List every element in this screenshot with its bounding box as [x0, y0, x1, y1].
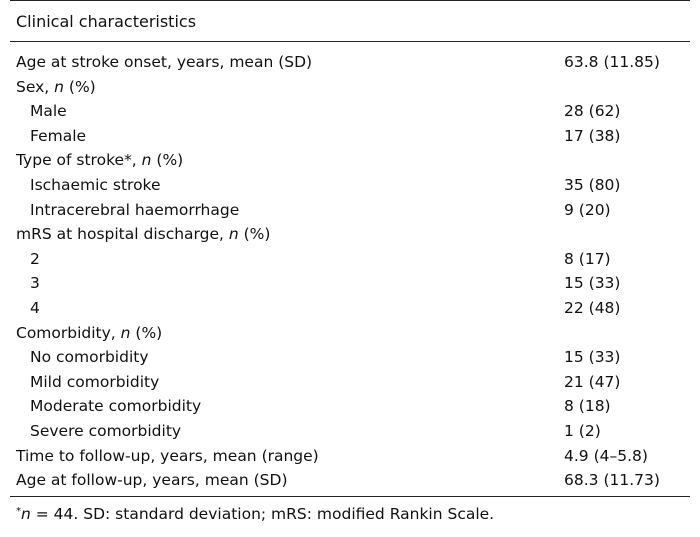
row-value: 22 (48) [564, 298, 621, 317]
row-value: 28 (62) [564, 102, 621, 121]
footnote-text: n = 44. SD: standard deviation; mRS: mod… [21, 505, 495, 523]
row-label: 2 [30, 249, 40, 268]
table-row: Sex, n (%) [10, 75, 690, 100]
row-value: 8 (18) [564, 397, 611, 416]
row-label: Ischaemic stroke [30, 175, 161, 194]
table-row: Type of stroke*, n (%) [10, 148, 690, 173]
row-value: 63.8 (11.85) [564, 53, 660, 71]
row-label: Female [30, 126, 87, 145]
row-value: 15 (33) [564, 348, 621, 367]
table-row: Ischaemic stroke 35 (80) [10, 173, 690, 198]
table-row: 2 8 (17) [10, 247, 690, 272]
bottom-rule [10, 495, 690, 497]
row-value: 68.3 (11.73) [564, 471, 660, 490]
table-header: Clinical characteristics [16, 11, 197, 31]
top-rule [10, 0, 690, 1]
row-label: 4 [30, 298, 40, 317]
table-row: Male 28 (62) [10, 99, 690, 124]
table-row: mRS at hospital discharge, n (%) [10, 222, 690, 247]
table-row: No comorbidity 15 (33) [10, 345, 690, 370]
row-label: No comorbidity [30, 348, 149, 367]
row-label: Moderate comorbidity [30, 397, 202, 416]
footnote-marker: * [16, 506, 21, 517]
table-footnote: *n = 44. SD: standard deviation; mRS: mo… [16, 505, 494, 523]
header-rule [10, 41, 690, 42]
row-label: Male [30, 102, 67, 121]
table-row: Time to follow-up, years, mean (range) 4.… [10, 444, 690, 469]
row-label: Mild comorbidity [30, 372, 160, 391]
row-value: 21 (47) [564, 372, 621, 391]
table-row: Moderate comorbidity 8 (18) [10, 394, 690, 419]
table-row: Age at stroke onset, years, mean (SD) 63.… [10, 50, 690, 75]
table-row: 4 22 (48) [10, 296, 690, 321]
table-row: Severe comorbidity 1 (2) [10, 419, 690, 444]
row-label: Age at stroke onset, years, mean (SD) [16, 53, 313, 71]
table-row: Intracerebral haemorrhage 9 (20) [10, 198, 690, 223]
row-value: 9 (20) [564, 200, 611, 219]
row-label: Intracerebral haemorrhage [30, 200, 240, 219]
row-label: mRS at hospital discharge, n (%) [16, 225, 271, 244]
row-value: 1 (2) [564, 421, 601, 440]
row-label: Severe comorbidity [30, 421, 182, 440]
row-label: Type of stroke*, n (%) [16, 151, 184, 170]
table-row: Female 17 (38) [10, 124, 690, 149]
row-label: Age at follow-up, years, mean (SD) [16, 471, 288, 490]
row-value: 15 (33) [564, 274, 621, 293]
table-row: 3 15 (33) [10, 271, 690, 296]
row-label: Sex, n (%) [16, 77, 96, 96]
table-row: Age at follow-up, years, mean (SD) 68.3 (… [10, 468, 690, 493]
row-value: 4.9 (4–5.8) [564, 446, 648, 465]
table-body: Age at stroke onset, years, mean (SD) 63.… [10, 50, 690, 493]
table-row: Mild comorbidity 21 (47) [10, 370, 690, 395]
row-label: 3 [30, 274, 40, 293]
row-label: Comorbidity, n (%) [16, 323, 163, 342]
clinical-characteristics-table: Clinical characteristics Age at stroke o… [10, 0, 690, 497]
row-value: 8 (17) [564, 249, 611, 268]
row-value: 35 (80) [564, 175, 621, 194]
table-row: Comorbidity, n (%) [10, 321, 690, 346]
row-label: Time to follow-up, years, mean (range) [16, 446, 319, 465]
row-value: 17 (38) [564, 126, 621, 145]
